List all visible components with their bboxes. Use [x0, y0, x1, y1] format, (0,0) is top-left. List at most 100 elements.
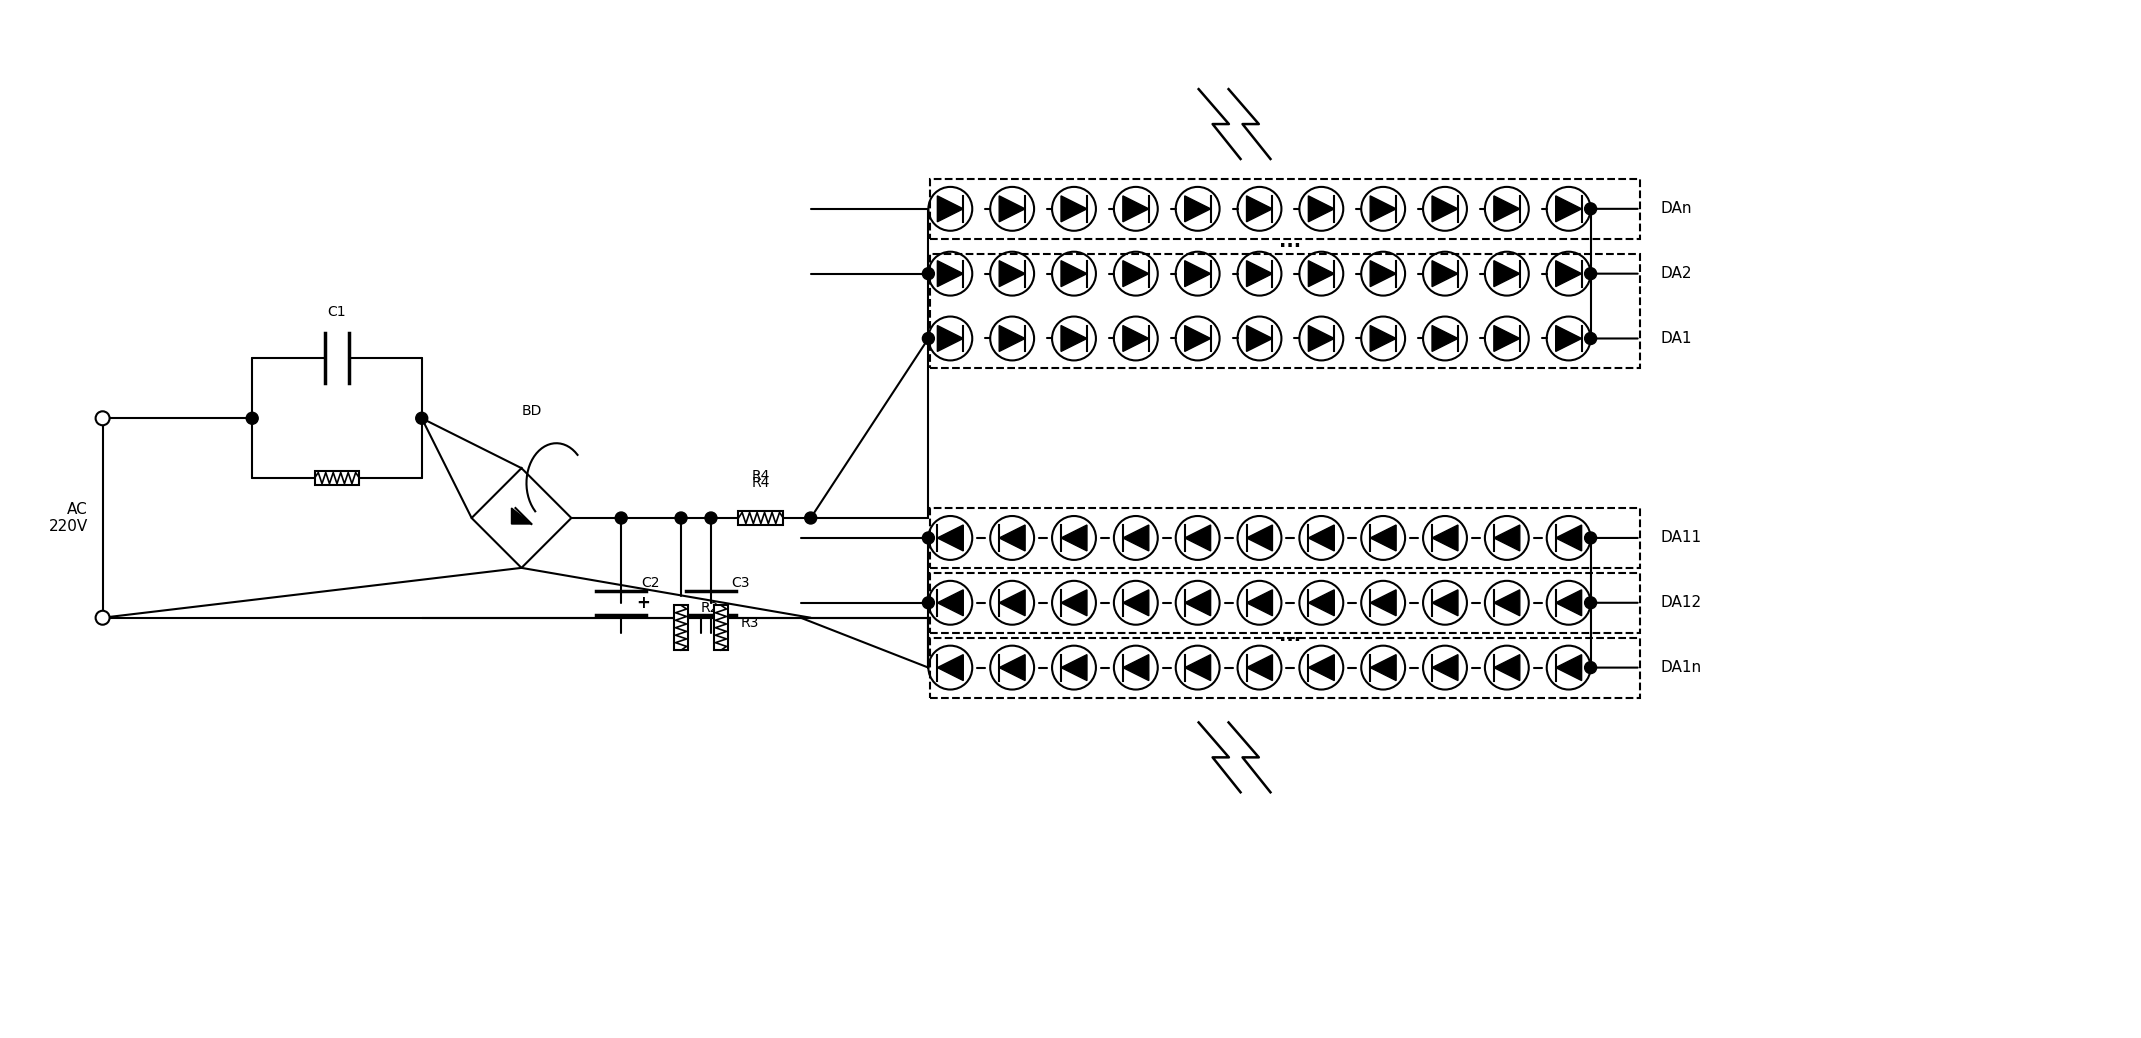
Polygon shape	[1370, 655, 1396, 681]
Text: DA11: DA11	[1661, 530, 1702, 545]
Circle shape	[923, 268, 933, 279]
Text: R4: R4	[751, 476, 771, 490]
Polygon shape	[1557, 326, 1582, 352]
Polygon shape	[1432, 261, 1458, 286]
Polygon shape	[1308, 590, 1334, 616]
Text: AC
220V: AC 220V	[49, 501, 88, 535]
FancyBboxPatch shape	[739, 511, 784, 525]
Circle shape	[96, 610, 109, 625]
Polygon shape	[1122, 261, 1150, 286]
FancyBboxPatch shape	[674, 605, 687, 650]
Text: R2: R2	[700, 601, 719, 614]
Polygon shape	[1122, 590, 1150, 616]
Polygon shape	[1000, 525, 1026, 551]
Circle shape	[246, 412, 259, 425]
Polygon shape	[1062, 655, 1088, 681]
Circle shape	[923, 531, 933, 544]
Polygon shape	[1246, 590, 1272, 616]
Circle shape	[96, 411, 109, 426]
Circle shape	[923, 597, 933, 608]
Circle shape	[1584, 661, 1597, 674]
Polygon shape	[938, 326, 963, 352]
Polygon shape	[1494, 590, 1520, 616]
Polygon shape	[1557, 261, 1582, 286]
Polygon shape	[1370, 525, 1396, 551]
Polygon shape	[1557, 525, 1582, 551]
Polygon shape	[1432, 590, 1458, 616]
Polygon shape	[1000, 655, 1026, 681]
Polygon shape	[1122, 525, 1150, 551]
Polygon shape	[1246, 525, 1272, 551]
Text: ...: ...	[1280, 231, 1302, 251]
Polygon shape	[1370, 196, 1396, 222]
Polygon shape	[1062, 196, 1088, 222]
Polygon shape	[1432, 196, 1458, 222]
Polygon shape	[1308, 261, 1334, 286]
Polygon shape	[938, 590, 963, 616]
Text: R3: R3	[741, 616, 760, 630]
Polygon shape	[1308, 326, 1334, 352]
Circle shape	[614, 512, 627, 524]
Text: DA1n: DA1n	[1661, 660, 1702, 675]
Circle shape	[1584, 202, 1597, 215]
Polygon shape	[1000, 196, 1026, 222]
Polygon shape	[1122, 326, 1150, 352]
Polygon shape	[1494, 261, 1520, 286]
Circle shape	[1584, 597, 1597, 608]
Text: C2: C2	[640, 576, 659, 590]
Polygon shape	[1184, 525, 1210, 551]
Polygon shape	[1000, 261, 1026, 286]
Text: DA1: DA1	[1661, 331, 1691, 346]
Polygon shape	[1122, 196, 1150, 222]
Circle shape	[1584, 531, 1597, 544]
Text: C1: C1	[328, 304, 347, 319]
Polygon shape	[1184, 590, 1210, 616]
Polygon shape	[1494, 196, 1520, 222]
Polygon shape	[1557, 655, 1582, 681]
Polygon shape	[938, 525, 963, 551]
Circle shape	[415, 412, 428, 425]
Polygon shape	[1062, 326, 1088, 352]
Circle shape	[1584, 332, 1597, 345]
Polygon shape	[1308, 525, 1334, 551]
Text: DA12: DA12	[1661, 595, 1702, 610]
Polygon shape	[1494, 655, 1520, 681]
Polygon shape	[938, 261, 963, 286]
Text: C3: C3	[730, 576, 749, 590]
Polygon shape	[938, 196, 963, 222]
Polygon shape	[1246, 261, 1272, 286]
Text: DAn: DAn	[1661, 201, 1691, 216]
Polygon shape	[1432, 525, 1458, 551]
Polygon shape	[1370, 261, 1396, 286]
Circle shape	[674, 512, 687, 524]
Polygon shape	[1246, 326, 1272, 352]
Polygon shape	[1184, 326, 1210, 352]
Text: ...: ...	[1280, 626, 1302, 645]
Polygon shape	[1062, 590, 1088, 616]
Polygon shape	[1246, 196, 1272, 222]
Polygon shape	[1000, 326, 1026, 352]
FancyBboxPatch shape	[713, 605, 728, 650]
Text: DA2: DA2	[1661, 266, 1691, 281]
Polygon shape	[1370, 590, 1396, 616]
Polygon shape	[1184, 196, 1210, 222]
Polygon shape	[1000, 590, 1026, 616]
Text: R4: R4	[751, 469, 771, 483]
Polygon shape	[1432, 326, 1458, 352]
Polygon shape	[1494, 326, 1520, 352]
Polygon shape	[1432, 655, 1458, 681]
Polygon shape	[1494, 525, 1520, 551]
Text: BD: BD	[520, 404, 542, 418]
Polygon shape	[1062, 525, 1088, 551]
Polygon shape	[1246, 655, 1272, 681]
Polygon shape	[1122, 655, 1150, 681]
Polygon shape	[1557, 590, 1582, 616]
Polygon shape	[1308, 655, 1334, 681]
Circle shape	[1584, 268, 1597, 279]
Circle shape	[704, 512, 717, 524]
Polygon shape	[512, 508, 531, 524]
Polygon shape	[938, 655, 963, 681]
Polygon shape	[1308, 196, 1334, 222]
Circle shape	[923, 332, 933, 345]
Polygon shape	[1184, 655, 1210, 681]
